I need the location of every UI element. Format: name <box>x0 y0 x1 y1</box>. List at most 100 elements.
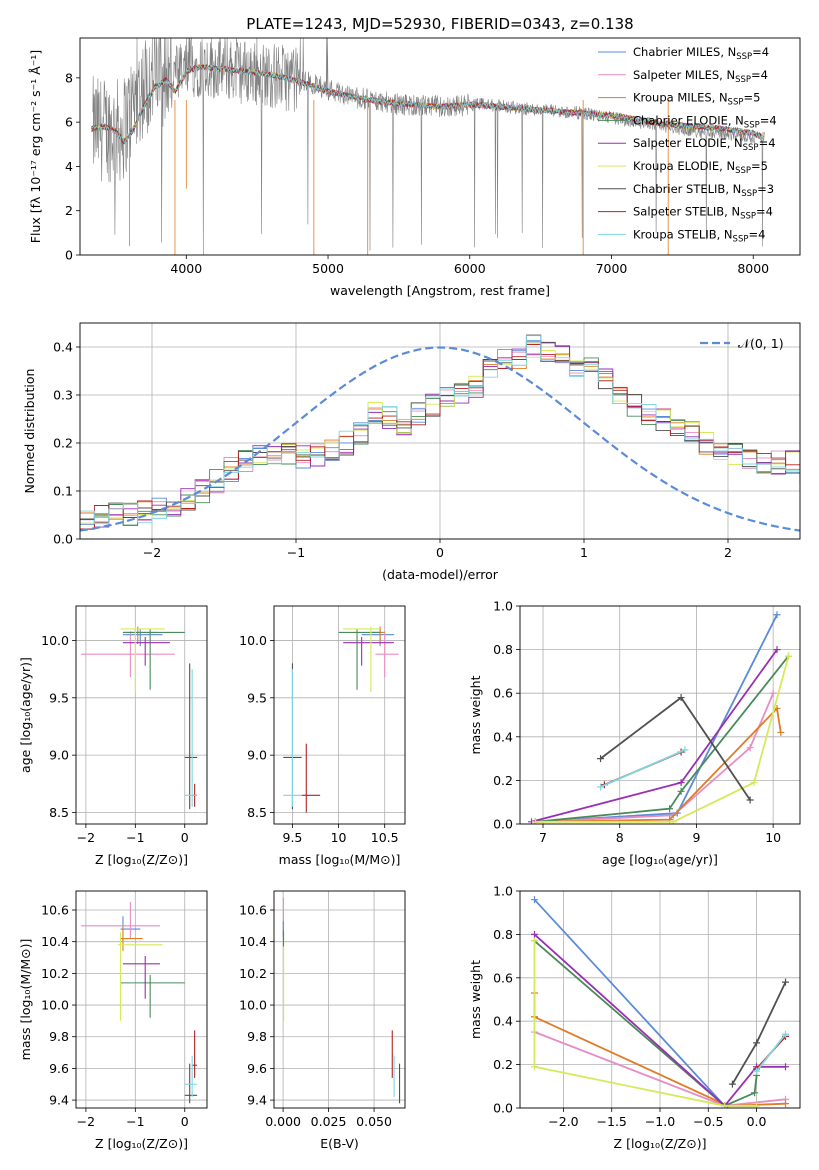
error-bar-point <box>120 974 185 1018</box>
y-tick-label: 10.6 <box>239 903 267 918</box>
mass-weight-marker <box>728 1080 736 1088</box>
legend-subscript: SSP <box>740 212 756 222</box>
legend-subscript: SSP <box>744 120 760 130</box>
y-tick-label: 0.8 <box>493 927 513 942</box>
mass_vs_EBV-axes: 0.000 0.025 0.050 9.4 9.6 9.8 10.0 10.2 10.4 10.6… <box>239 890 406 1151</box>
legend-entry: Salpeter MILES, NSSP=4 <box>633 68 768 85</box>
error-bar-point <box>120 626 165 693</box>
legend-label: Salpeter STELIB, N <box>633 205 740 219</box>
x-tick-label: 9.5 <box>283 830 303 845</box>
mass-weight-series-line <box>531 649 778 823</box>
y-tick-label: 8.5 <box>247 805 267 820</box>
y-tick-label: 8 <box>65 70 73 85</box>
legend-suffix: =4 <box>759 136 776 150</box>
legend-entry: Chabrier STELIB, NSSP=3 <box>633 182 774 199</box>
legend-label: Chabrier MILES, N <box>633 45 736 59</box>
age_vs_Z-axes: −2 −1 0 8.5 9.0 9.5 10.0 Z [log₁₀(Z/Z⊙)] age [lo… <box>18 605 208 867</box>
mass-weight-marker <box>750 779 758 787</box>
x-axis-label: Z [log₁₀(Z/Z⊙)] <box>614 1136 707 1151</box>
x-tick-label: 0.0 <box>747 1114 767 1129</box>
error-bar-point <box>122 636 170 666</box>
mass-weight-series-line <box>533 940 758 1107</box>
mass-weight-marker <box>753 1067 761 1075</box>
x-tick-label: 4000 <box>170 261 202 276</box>
legend-suffix: =4 <box>760 113 777 127</box>
mass_weight_vs_Z-frame <box>519 890 801 1109</box>
mass_weight_vs_Z-plot-area <box>530 896 790 1108</box>
x-tick-label: −1 <box>126 1114 144 1129</box>
y-tick-label: 0.8 <box>493 642 513 657</box>
error-bar-point <box>184 663 198 810</box>
y-tick-label: 4 <box>65 159 73 174</box>
mass_vs_Z-plot-area <box>80 902 198 1104</box>
y-tick-label: 9.4 <box>247 1093 267 1108</box>
spectrum-plot-area <box>90 38 765 255</box>
legend-label: Chabrier ELODIE, N <box>633 113 744 127</box>
legend-suffix: =5 <box>751 159 768 173</box>
x-axis-label: mass [log₁₀(M/M⊙)] <box>279 852 401 867</box>
error-bar-point <box>283 669 302 807</box>
mass-weight-marker <box>530 1063 538 1071</box>
mass-weight-series-line <box>533 933 786 1108</box>
mass-weight-marker <box>721 1102 729 1108</box>
error-bar-point <box>184 1063 198 1104</box>
error-bar-point <box>184 669 198 807</box>
y-tick-label: 0.0 <box>493 817 513 832</box>
y-tick-label: 0.6 <box>493 686 513 701</box>
mass-weight-series-line <box>535 614 778 823</box>
x-tick-label: 7000 <box>596 261 628 276</box>
mass-weight-marker <box>782 1063 790 1071</box>
mass-weight-marker <box>753 1039 761 1047</box>
histogram-step-line <box>80 350 800 524</box>
error-bar-point <box>122 955 161 999</box>
y-tick-label: 0.4 <box>493 729 513 744</box>
spectrum-frame <box>79 37 801 256</box>
histogram-step-line <box>80 351 800 530</box>
age_vs_mass-plot-area <box>283 626 399 813</box>
y-tick-label: 10.4 <box>239 934 267 949</box>
x-tick-label: −1 <box>126 830 144 845</box>
x-tick-label: 8 <box>616 830 624 845</box>
error-bar-point <box>122 628 163 647</box>
error-bar-point <box>184 1055 198 1097</box>
legend-label: Kroupa MILES, N <box>633 91 728 105</box>
legend-subscript: SSP <box>733 234 749 244</box>
mass-weight-marker <box>782 978 790 986</box>
y-tick-label: 1.0 <box>493 884 513 899</box>
x-tick-label: 0 <box>436 545 444 560</box>
y-axis-label: Flux [fλ 10⁻¹⁷ erg cm⁻² s⁻¹ Å⁻¹] <box>28 50 43 243</box>
error-bar-point <box>80 631 175 678</box>
y-tick-label: 2 <box>65 203 73 218</box>
y-tick-label: 9.0 <box>49 748 69 763</box>
mass-weight-marker <box>751 1089 759 1097</box>
mass-weight-series-line <box>535 692 775 823</box>
y-tick-label: 0.6 <box>493 970 513 985</box>
y-tick-label: 0.1 <box>53 484 73 499</box>
mass-weight-marker <box>597 783 605 791</box>
mass-weight-marker <box>753 1102 761 1108</box>
mass-weight-series-line <box>755 1033 787 1072</box>
x-axis-label: E(B-V) <box>320 1136 359 1151</box>
mass-weight-marker <box>530 937 538 945</box>
mass-weight-marker <box>746 796 754 804</box>
y-tick-label: 10.4 <box>41 934 69 949</box>
mass-weight-marker <box>773 646 781 654</box>
histogram-step-line <box>80 334 800 520</box>
legend-suffix: =5 <box>743 91 760 105</box>
legend-subscript: SSP <box>728 98 744 108</box>
y-tick-label: 0.0 <box>493 1101 513 1116</box>
normal-distribution-curve <box>80 346 800 532</box>
x-tick-label: −2 <box>143 545 161 560</box>
mass_weight_vs_age-plot-area <box>528 611 792 824</box>
y-tick-label: 10.2 <box>41 966 69 981</box>
error-bar-point <box>80 902 161 939</box>
legend-entry: Kroupa MILES, NSSP=5 <box>633 91 760 108</box>
y-tick-label: 10.0 <box>239 998 267 1013</box>
x-tick-label: −0.5 <box>693 1114 723 1129</box>
x-tick-label: −1 <box>287 545 305 560</box>
y-tick-label: 9.8 <box>247 1029 267 1044</box>
y-axis-label: mass [log₁₀(M/M⊙)] <box>18 939 33 1061</box>
legend-suffix: =3 <box>757 182 774 196</box>
legend-label: Kroupa ELODIE, N <box>633 159 735 173</box>
